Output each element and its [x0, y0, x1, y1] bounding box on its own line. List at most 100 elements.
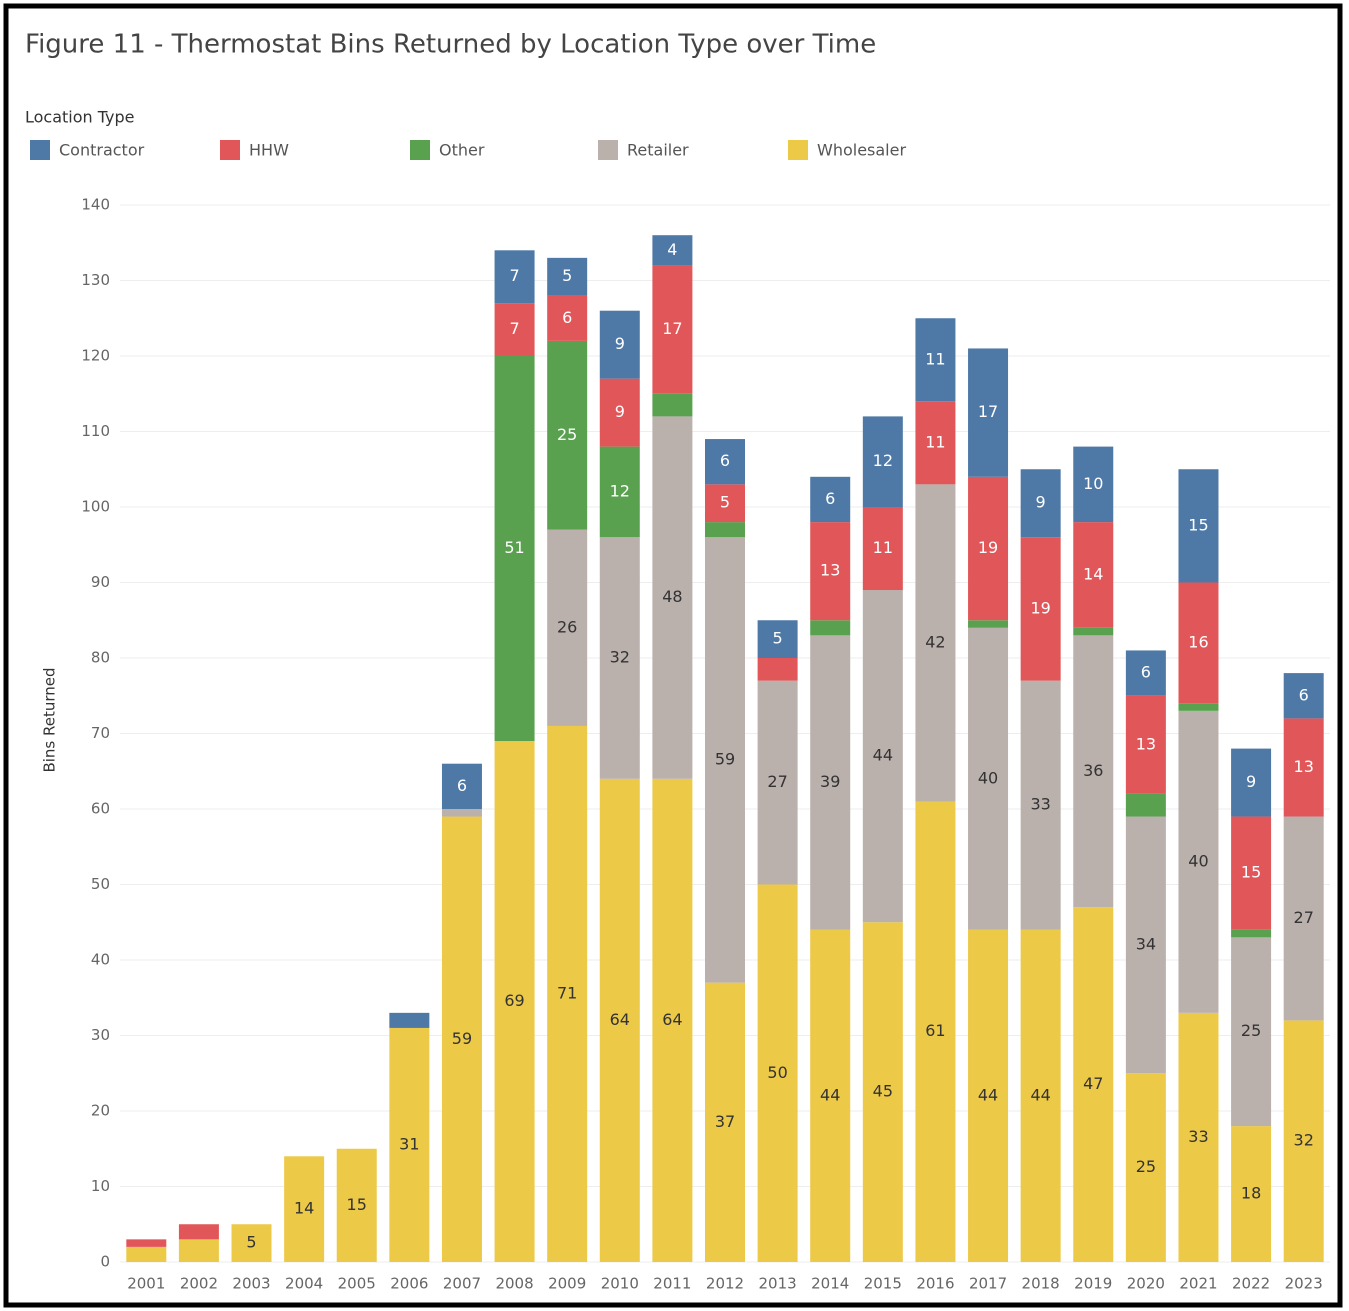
bar-segment: [1125, 1073, 1166, 1262]
x-tick-label: 2022: [1232, 1275, 1270, 1293]
data-label: 14: [294, 1199, 314, 1218]
data-label: 6: [562, 308, 572, 327]
x-tick-label: 2021: [1179, 1275, 1217, 1293]
bar-segment: [705, 439, 745, 485]
data-label: 25: [1136, 1157, 1156, 1176]
bar-segment: [652, 235, 693, 266]
x-tick-label: 2008: [495, 1275, 533, 1293]
data-label: 13: [820, 561, 840, 580]
data-label: 44: [1030, 1085, 1050, 1104]
data-label: 25: [557, 425, 577, 444]
data-label: 17: [978, 402, 998, 421]
data-label: 6: [720, 451, 730, 470]
bar-segment: [862, 416, 903, 507]
bar-segment: [599, 537, 640, 779]
data-label: 7: [509, 266, 519, 285]
bar-segment: [599, 310, 640, 379]
bar-segment: [1178, 1012, 1219, 1262]
bar-segment: [705, 982, 745, 1262]
data-label: 12: [610, 481, 630, 500]
bar-segment: [178, 1239, 219, 1262]
bar-segment: [862, 922, 903, 1262]
bar-segment: [1073, 635, 1114, 908]
y-tick-label: 60: [91, 800, 110, 818]
bar-segment: [1020, 680, 1061, 930]
legend-swatch: [220, 140, 240, 160]
x-tick-label: 2009: [548, 1275, 586, 1293]
bar-segment: [599, 778, 640, 1262]
data-label: 13: [1294, 757, 1314, 776]
data-label: 7: [509, 319, 519, 338]
legend-label: Wholesaler: [817, 141, 906, 160]
data-label: 34: [1136, 934, 1156, 953]
bar-segment: [1231, 816, 1272, 930]
data-label: 9: [615, 334, 625, 353]
bar-segment: [389, 1012, 430, 1028]
data-label: 9: [615, 402, 625, 421]
bar-segment: [441, 809, 482, 817]
bar-segment: [1231, 748, 1272, 817]
data-label: 64: [610, 1010, 630, 1029]
y-tick-label: 70: [91, 724, 110, 742]
bar-segment: [652, 416, 693, 779]
bar-segment: [1125, 650, 1166, 696]
data-label: 40: [978, 768, 998, 787]
y-tick-label: 80: [91, 649, 110, 667]
bar-segment: [705, 522, 745, 538]
data-label: 37: [715, 1112, 735, 1131]
data-label: 5: [720, 493, 730, 512]
bar-segment: [547, 529, 588, 726]
x-tick-label: 2013: [759, 1275, 797, 1293]
y-tick-label: 50: [91, 875, 110, 893]
data-label: 15: [347, 1195, 367, 1214]
bar-segment: [1178, 703, 1219, 711]
data-label: 33: [1188, 1127, 1208, 1146]
data-label: 36: [1083, 761, 1103, 780]
data-label: 44: [978, 1085, 998, 1104]
bar-segment: [547, 340, 588, 530]
chart-title: Figure 11 - Thermostat Bins Returned by …: [25, 30, 876, 60]
data-label: 14: [1083, 564, 1103, 583]
data-label: 64: [662, 1010, 682, 1029]
bar-segment: [1231, 929, 1272, 938]
x-tick-label: 2016: [916, 1275, 954, 1293]
bar-segment: [1073, 627, 1114, 636]
x-tick-label: 2003: [232, 1275, 270, 1293]
bar-segment: [1283, 1020, 1324, 1262]
x-tick-label: 2020: [1127, 1275, 1165, 1293]
data-label: 32: [1294, 1131, 1314, 1150]
legend-swatch: [788, 140, 808, 160]
bar-segment: [915, 801, 956, 1262]
data-label: 33: [1030, 795, 1050, 814]
bar-segment: [547, 725, 588, 1262]
x-tick-label: 2012: [706, 1275, 744, 1293]
bar-segment: [1125, 816, 1166, 1074]
data-label: 50: [767, 1063, 787, 1082]
bar-segment: [652, 393, 693, 417]
y-tick-label: 130: [81, 271, 110, 289]
bar-segment: [178, 1224, 219, 1240]
data-label: 59: [715, 749, 735, 768]
bar-segment: [1020, 537, 1061, 681]
bar-segment: [757, 680, 798, 885]
data-label: 45: [873, 1082, 893, 1101]
bar-segment: [810, 620, 851, 636]
bar-segment: [705, 484, 745, 523]
data-label: 15: [1241, 863, 1261, 882]
bar-segment: [441, 763, 482, 809]
bar-segment: [810, 522, 851, 621]
bar-segment: [915, 401, 956, 485]
legend-label: Other: [439, 141, 485, 160]
legend-label: Retailer: [627, 141, 689, 160]
x-tick-label: 2017: [969, 1275, 1007, 1293]
data-label: 11: [873, 538, 893, 557]
bar-segment: [757, 658, 798, 681]
legend-title: Location Type: [25, 108, 135, 127]
x-tick-label: 2002: [180, 1275, 218, 1293]
bar-segment: [1231, 937, 1272, 1127]
legend-swatch: [30, 140, 50, 160]
x-tick-label: 2014: [811, 1275, 849, 1293]
bar-segment: [547, 257, 588, 296]
bar-segment: [599, 446, 640, 538]
